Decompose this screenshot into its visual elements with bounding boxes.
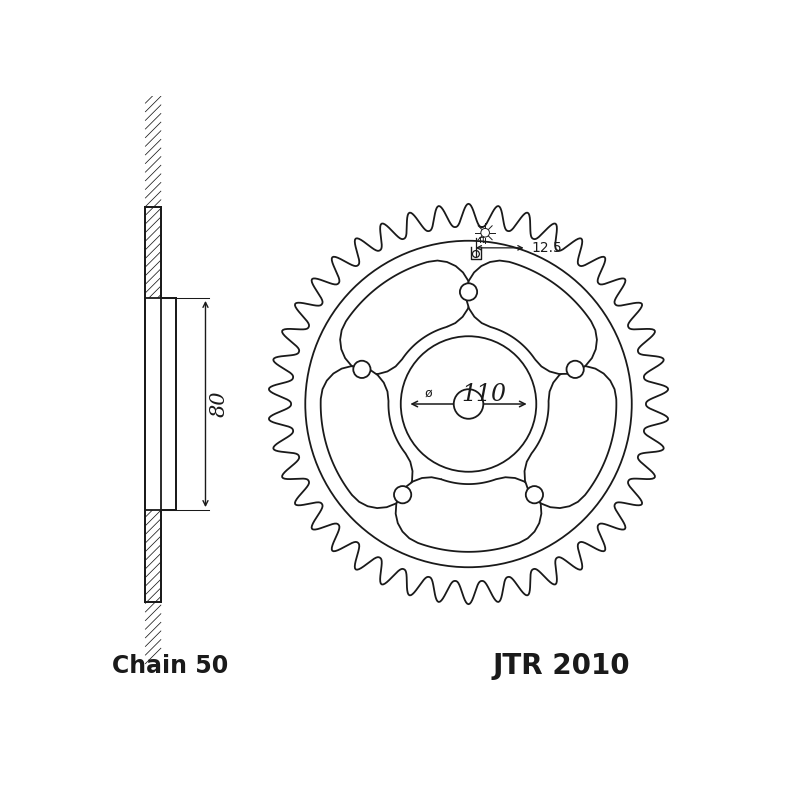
- Text: JTR 2010: JTR 2010: [492, 652, 630, 680]
- Circle shape: [460, 283, 477, 301]
- Circle shape: [354, 361, 370, 378]
- Circle shape: [526, 486, 543, 503]
- Circle shape: [566, 361, 584, 378]
- Bar: [145, 298, 176, 510]
- Text: 110: 110: [462, 382, 506, 406]
- Text: π: π: [479, 235, 485, 246]
- Circle shape: [454, 390, 483, 418]
- Polygon shape: [525, 366, 616, 508]
- Bar: [145, 207, 161, 602]
- Polygon shape: [466, 261, 597, 374]
- Text: ø: ø: [424, 386, 432, 399]
- Text: Chain 50: Chain 50: [112, 654, 228, 678]
- Polygon shape: [340, 261, 470, 374]
- Text: 80: 80: [210, 390, 229, 418]
- Circle shape: [394, 486, 411, 503]
- Polygon shape: [321, 366, 413, 508]
- Polygon shape: [396, 478, 542, 552]
- Text: 12.5: 12.5: [531, 241, 562, 255]
